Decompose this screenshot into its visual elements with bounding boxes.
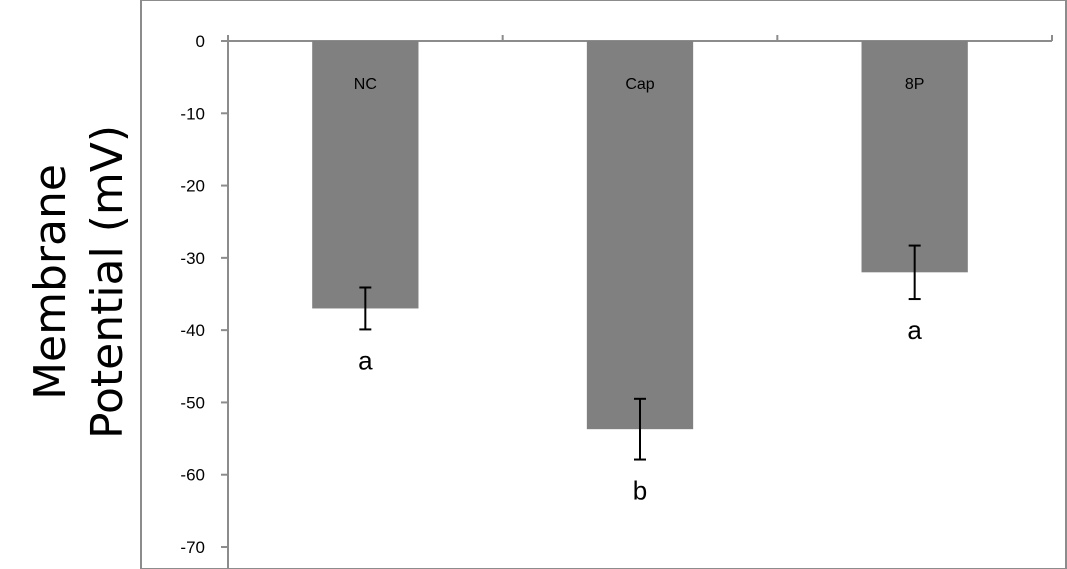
significance-label: b (633, 476, 647, 506)
y-tick-label: -10 (180, 104, 205, 123)
y-tick-label: -50 (180, 393, 205, 412)
y-axis-title-line-2: Potential (mV) (82, 125, 133, 439)
y-tick-label: 0 (196, 32, 205, 51)
y-axis-title-line-1: Membrane (25, 164, 76, 400)
y-axis-title: Membrane Potential (mV) (25, 125, 133, 439)
y-tick-label: -20 (180, 177, 205, 196)
y-tick-label: -30 (180, 249, 205, 268)
plot-area: 0 -10 -20 -30 -40 -50 -60 -70 NC a Cap b 8P a (180, 32, 1053, 569)
bar-nc (312, 41, 419, 309)
category-label: 8P (905, 76, 925, 93)
y-tick-label: -40 (180, 321, 205, 340)
significance-label: a (358, 345, 373, 375)
significance-label: a (907, 315, 922, 345)
y-tick-label: -60 (180, 466, 205, 485)
y-tick-label: -70 (180, 538, 205, 557)
bar-8p (861, 41, 968, 273)
chart-frame (140, 0, 1067, 569)
category-label: Cap (625, 76, 654, 93)
bar-cap (586, 41, 694, 430)
category-label: NC (354, 76, 377, 93)
